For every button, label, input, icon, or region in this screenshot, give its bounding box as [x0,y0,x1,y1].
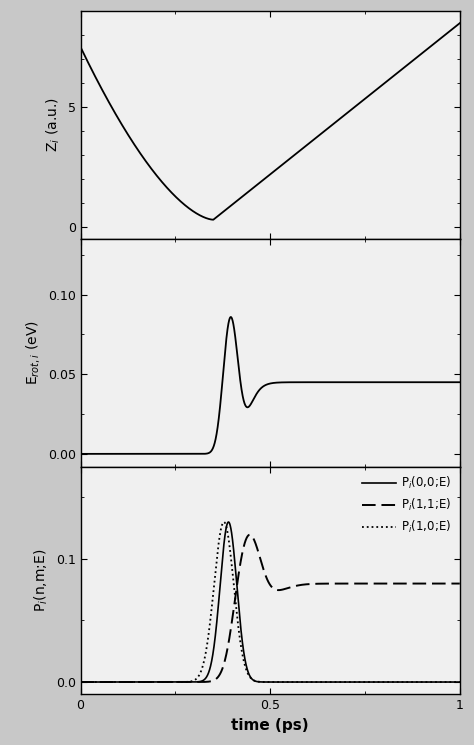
P$_i$(1,1;E) [223,653,228,662]
P$_i$(0,0;E) [226,518,231,527]
P$_i$(0,0;E) [390,677,395,686]
P$_i$(1,1;E) [78,677,83,686]
P$_i$(1,1;E) [247,530,253,539]
P$_i$(1,0;E) [457,677,463,686]
P$_i$(1,0;E) [390,677,395,686]
Y-axis label: Z$_i$ (a.u.): Z$_i$ (a.u.) [45,98,62,153]
Y-axis label: E$_{rot,i}$ (eV): E$_{rot,i}$ (eV) [24,320,42,385]
P$_i$(1,0;E) [223,520,228,529]
Line: P$_i$(1,1;E): P$_i$(1,1;E) [81,535,460,682]
P$_i$(1,1;E) [305,580,311,589]
P$_i$(1,0;E) [221,518,227,527]
P$_i$(0,0;E) [305,677,311,686]
P$_i$(1,1;E) [324,579,330,588]
P$_i$(0,0;E) [324,677,330,686]
P$_i$(0,0;E) [361,677,366,686]
Y-axis label: P$_i$(n,m;E): P$_i$(n,m;E) [33,549,50,612]
P$_i$(0,0;E) [146,677,152,686]
P$_i$(1,1;E) [457,579,463,588]
P$_i$(1,0;E) [305,677,311,686]
Line: P$_i$(0,0;E): P$_i$(0,0;E) [81,522,460,682]
P$_i$(0,0;E) [223,527,228,536]
P$_i$(1,0;E) [324,677,330,686]
P$_i$(1,1;E) [390,579,395,588]
Line: P$_i$(1,0;E): P$_i$(1,0;E) [81,522,460,682]
P$_i$(1,0;E) [78,677,83,686]
P$_i$(1,0;E) [146,677,152,686]
P$_i$(1,1;E) [146,677,152,686]
P$_i$(1,1;E) [361,579,366,588]
P$_i$(1,0;E) [361,677,366,686]
Legend: P$_i$(0,0;E), P$_i$(1,1;E), P$_i$(1,0;E): P$_i$(0,0;E), P$_i$(1,1;E), P$_i$(1,0;E) [360,472,454,537]
P$_i$(0,0;E) [78,677,83,686]
P$_i$(0,0;E) [457,677,463,686]
X-axis label: time (ps): time (ps) [231,717,309,733]
